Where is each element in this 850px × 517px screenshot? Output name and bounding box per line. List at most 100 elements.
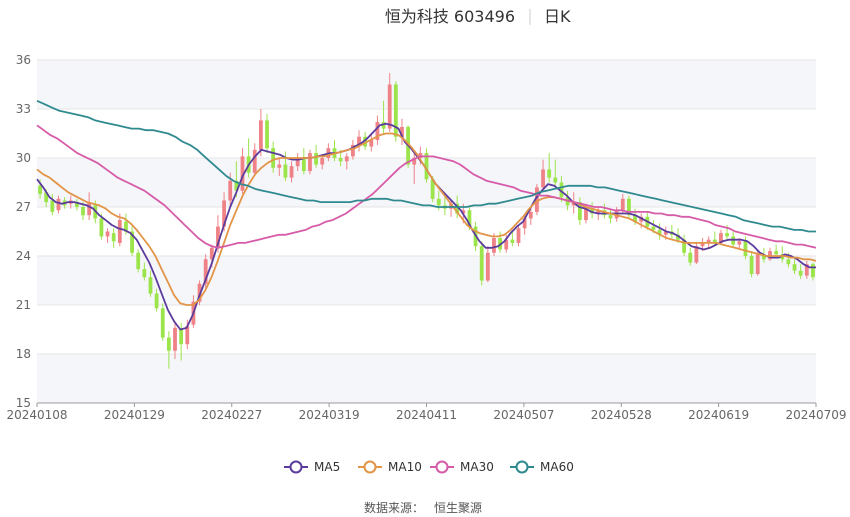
candle-body (633, 215, 637, 222)
candle-up (252, 143, 257, 176)
legend-label: MA30 (460, 460, 494, 474)
candle-body (185, 326, 190, 345)
candle-body (535, 187, 539, 212)
candle-body (528, 211, 533, 219)
candle-body (676, 234, 680, 240)
candle-up (295, 153, 300, 172)
candle-body (559, 182, 564, 198)
candle-body (522, 218, 527, 229)
candle-body (271, 148, 276, 168)
candle-body (314, 153, 318, 165)
x-tick-label: 20240709 (785, 408, 846, 422)
candle-up (400, 118, 404, 145)
candle-down (798, 264, 803, 279)
candle-body (344, 156, 349, 162)
candle-body (301, 158, 306, 172)
candle-body (485, 252, 490, 281)
candle-down (559, 175, 564, 203)
candle-down (749, 251, 754, 278)
candle-body (774, 251, 779, 255)
legend-item-ma10: MA10 (358, 460, 422, 474)
candle-body (461, 210, 466, 214)
candle-up (369, 135, 374, 152)
candle-down (148, 270, 153, 297)
candle-down (590, 202, 595, 219)
chart-period: 日K (544, 7, 571, 26)
candle-body (283, 164, 288, 178)
y-tick-label: 18 (16, 347, 31, 361)
legend-marker (363, 460, 377, 474)
candle-down (142, 262, 147, 281)
candle-body (694, 246, 699, 263)
candle-body (99, 218, 104, 237)
candle-up (289, 161, 294, 183)
candle-down (271, 141, 276, 173)
candle-body (166, 337, 171, 351)
legend-label: MA60 (540, 460, 574, 474)
candle-up (240, 148, 245, 194)
candle-body (148, 277, 153, 294)
candle-down (424, 148, 429, 183)
candle-body (363, 136, 368, 147)
candle-down (682, 234, 687, 256)
x-tick-label: 20240108 (6, 408, 67, 422)
candle-down (479, 241, 484, 286)
legend-label: MA5 (314, 460, 340, 474)
candle-body (657, 229, 662, 235)
candle-body (375, 122, 380, 141)
candle-body (596, 210, 601, 214)
legend-marker (435, 460, 449, 474)
candle-down (657, 223, 662, 240)
x-tick-label: 20240319 (299, 408, 360, 422)
candle-body (203, 259, 208, 284)
candle-body (712, 239, 717, 243)
candle-body (160, 308, 165, 338)
x-axis: 20240108 20240129 20240227 20240319 20240411… (6, 402, 847, 422)
candle-down (74, 198, 79, 211)
candle-body (111, 233, 116, 242)
candle-body (400, 126, 404, 137)
candle-down (688, 247, 693, 266)
candle-body (663, 231, 668, 235)
candle-down (553, 159, 558, 186)
candle-body (804, 264, 809, 276)
legend-item-ma5: MA5 (284, 460, 340, 474)
candle-body (492, 238, 496, 253)
candle-body (467, 210, 472, 227)
candle-down (627, 195, 631, 219)
candle-up (768, 247, 772, 261)
candle-body (786, 259, 791, 265)
legend-item-ma60: MA60 (510, 460, 574, 474)
candle-up (375, 115, 380, 145)
candle-down (246, 138, 251, 178)
grid-lines (37, 59, 816, 404)
candle-body (504, 239, 509, 250)
candle-down (166, 331, 171, 369)
y-tick-label: 33 (16, 102, 31, 116)
candle-body (124, 221, 128, 232)
candle-body (369, 140, 374, 147)
candle-body (252, 149, 257, 173)
candle-body (216, 226, 220, 248)
candle-body (265, 120, 269, 149)
source-name: 恒生聚源 (434, 501, 482, 515)
candle-body (811, 264, 815, 278)
candle-body (608, 215, 613, 219)
candle-body (381, 122, 386, 129)
candle-body (387, 84, 392, 129)
candle-body (295, 158, 300, 167)
candle-body (688, 252, 693, 263)
ma-line-ma10 (36, 132, 817, 306)
candle-down (265, 113, 269, 154)
y-tick-label: 30 (16, 151, 31, 165)
candle-body (706, 239, 711, 243)
chart-title: 恒为科技 603496 (385, 7, 515, 26)
legend-label: MA10 (388, 460, 422, 474)
candle-body (74, 202, 79, 207)
candlesticks (38, 73, 815, 369)
candle-body (357, 136, 361, 145)
y-tick-label: 27 (16, 200, 31, 214)
candle-down (811, 262, 815, 281)
candle-body (130, 231, 134, 253)
